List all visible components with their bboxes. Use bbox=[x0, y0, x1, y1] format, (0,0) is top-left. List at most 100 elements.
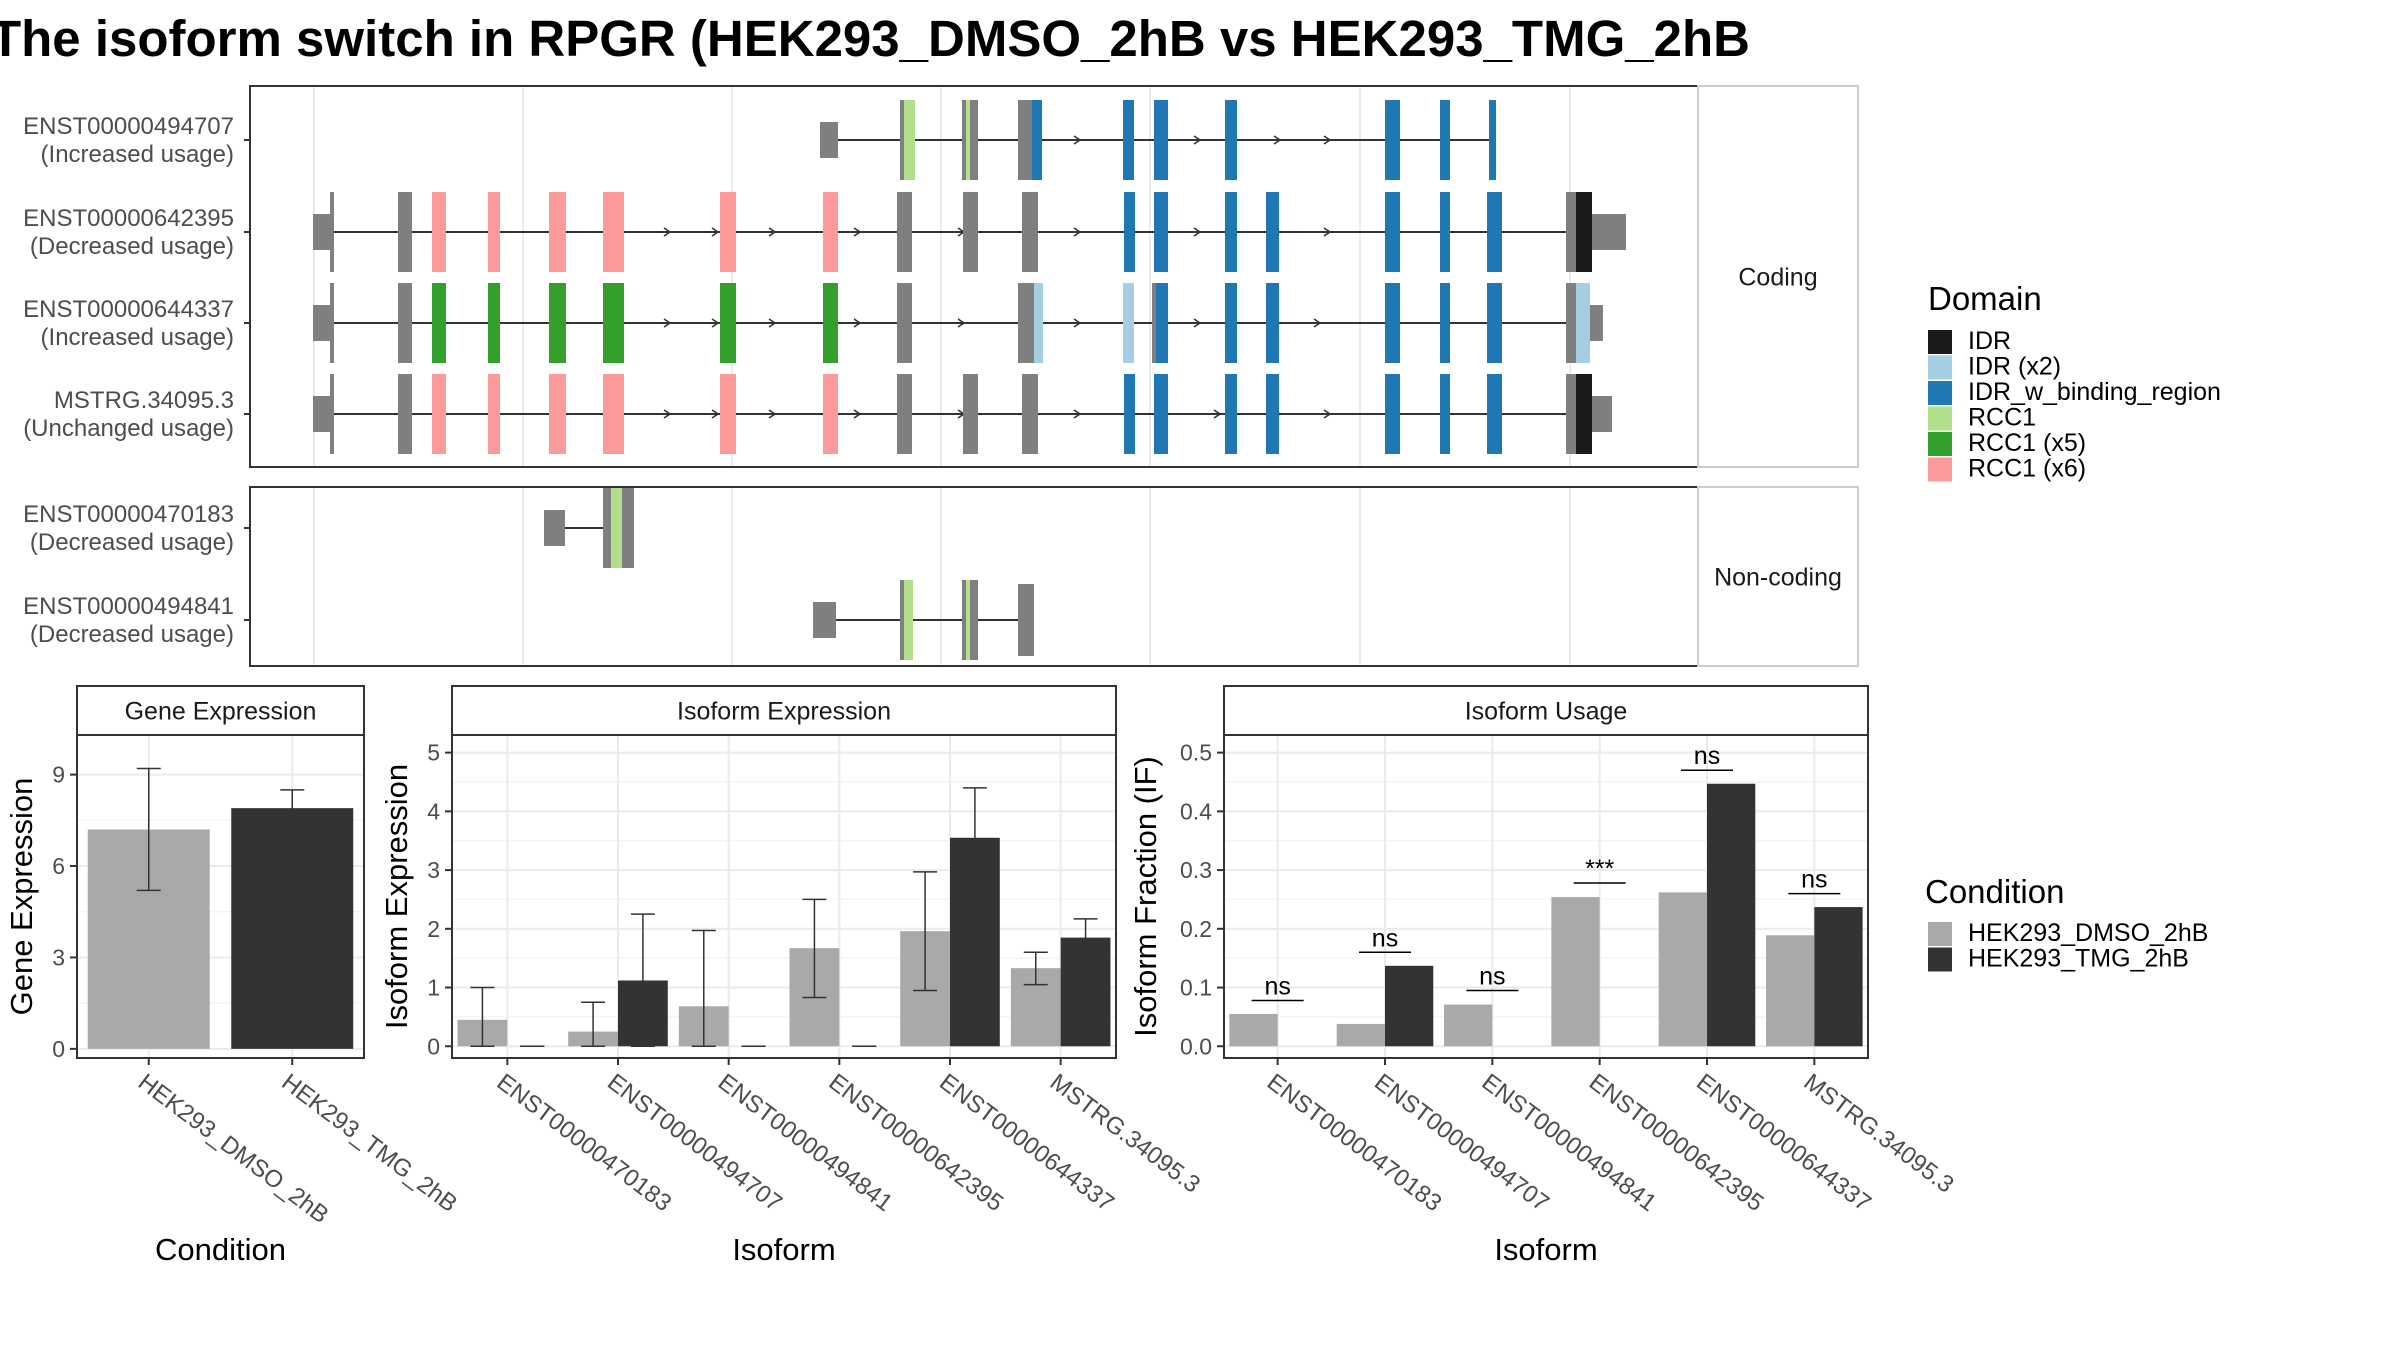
exon-block bbox=[963, 192, 978, 272]
x-axis-title: Isoform bbox=[1494, 1232, 1597, 1267]
exon-block bbox=[962, 100, 966, 180]
exon-block bbox=[544, 510, 565, 546]
strand-arrow bbox=[663, 227, 672, 237]
isoform-name-label: ENST00000470183 bbox=[23, 501, 234, 528]
exon-block bbox=[330, 374, 334, 454]
facet-label: Coding bbox=[1738, 264, 1817, 292]
y-tick-label: 4 bbox=[427, 798, 440, 824]
exon-block bbox=[1566, 374, 1576, 454]
bar bbox=[1814, 907, 1863, 1047]
exon-block bbox=[432, 192, 446, 272]
isoform-usage-label: (Decreased usage) bbox=[30, 621, 234, 648]
exon-block bbox=[398, 283, 412, 363]
legend-key bbox=[1928, 355, 1952, 380]
legend-key bbox=[1928, 922, 1952, 946]
exon-block bbox=[962, 580, 966, 660]
exon-block bbox=[1592, 214, 1626, 250]
exon-block bbox=[1156, 283, 1168, 363]
isoform-name-label: MSTRG.34095.3 bbox=[54, 387, 234, 414]
chart-title-strip bbox=[76, 685, 365, 736]
significance-label: ns bbox=[1694, 742, 1720, 770]
y-axis-title: Gene Expression bbox=[4, 778, 39, 1016]
x-tick-label: ENST00000494707 bbox=[1369, 1069, 1554, 1217]
exon-block bbox=[1034, 283, 1043, 363]
y-tick-label: 5 bbox=[427, 740, 440, 766]
exon-block bbox=[1576, 374, 1592, 454]
exon-block bbox=[549, 192, 566, 272]
exon-block bbox=[1487, 283, 1502, 363]
exon-block bbox=[720, 374, 736, 454]
legend-label: IDR bbox=[1968, 327, 2011, 355]
legend-key bbox=[1928, 432, 1952, 456]
isoform-usage-label: (Decreased usage) bbox=[30, 233, 234, 260]
x-tick-label: ENST00000642395 bbox=[1584, 1069, 1769, 1217]
isoform-expression-chart: Isoform Expression012345ENST00000470183E… bbox=[379, 685, 1205, 1267]
exon-block bbox=[549, 283, 566, 363]
exon-block bbox=[1440, 283, 1450, 363]
strand-arrow bbox=[1323, 409, 1332, 419]
exon-block bbox=[1022, 192, 1038, 272]
legend-label: IDR_w_binding_region bbox=[1968, 378, 2221, 406]
exon-block bbox=[1440, 100, 1450, 180]
exon-block bbox=[820, 122, 838, 158]
exon-block bbox=[904, 100, 915, 180]
isoform-usage-label: (Unchanged usage) bbox=[23, 415, 234, 442]
domain-legend-title: Domain bbox=[1928, 280, 2042, 317]
y-axis-title: Isoform Expression bbox=[379, 764, 414, 1029]
strand-arrow bbox=[1073, 409, 1082, 419]
exon-block bbox=[1022, 374, 1038, 454]
strand-arrow bbox=[768, 409, 777, 419]
strand-arrow bbox=[711, 318, 720, 328]
y-tick-label: 0.5 bbox=[1180, 740, 1212, 766]
bar bbox=[1658, 892, 1707, 1047]
exon-block bbox=[1385, 374, 1400, 454]
exon-block bbox=[330, 283, 334, 363]
isoform-name-label: ENST00000494707 bbox=[23, 113, 234, 140]
y-tick-label: 0 bbox=[52, 1036, 65, 1062]
y-axis-title: Isoform Fraction (IF) bbox=[1128, 756, 1163, 1037]
exon-block bbox=[398, 374, 412, 454]
exon-block bbox=[1225, 192, 1237, 272]
facet-strip bbox=[1697, 486, 1859, 667]
exon-block bbox=[1123, 100, 1134, 180]
exon-block bbox=[823, 283, 838, 363]
exon-block bbox=[1018, 283, 1034, 363]
exon-block bbox=[603, 283, 624, 363]
chart-title: Gene Expression bbox=[125, 698, 317, 726]
exon-block bbox=[1032, 100, 1042, 180]
chart-title-strip bbox=[1223, 685, 1869, 736]
exon-block bbox=[432, 374, 446, 454]
exon-block bbox=[1592, 396, 1612, 432]
strand-arrow bbox=[853, 318, 862, 328]
exon-block bbox=[313, 396, 333, 432]
strand-arrow bbox=[663, 409, 672, 419]
facet-label: Non-coding bbox=[1714, 564, 1842, 592]
exon-block bbox=[1123, 283, 1134, 363]
condition-legend-title: Condition bbox=[1925, 873, 2064, 910]
exon-block bbox=[1154, 374, 1168, 454]
bar bbox=[231, 808, 354, 1049]
exon-block bbox=[1440, 374, 1450, 454]
y-tick-label: 0.0 bbox=[1180, 1033, 1212, 1059]
isoform-name-label: ENST00000642395 bbox=[23, 205, 234, 232]
exon-block bbox=[1266, 283, 1279, 363]
exon-block bbox=[720, 283, 736, 363]
bar bbox=[1229, 1013, 1278, 1047]
plot-border bbox=[76, 734, 365, 1059]
strand-arrow bbox=[1273, 135, 1282, 145]
exon-block bbox=[1440, 192, 1450, 272]
strand-arrow bbox=[1323, 135, 1332, 145]
exon-block bbox=[970, 580, 978, 660]
strand-arrow bbox=[1323, 227, 1332, 237]
exon-block bbox=[900, 100, 904, 180]
legend-key bbox=[1928, 457, 1952, 482]
plot-border bbox=[451, 734, 1117, 1059]
isoform-usage-label: (Decreased usage) bbox=[30, 529, 234, 556]
significance-label: ns bbox=[1801, 866, 1827, 894]
exon-block bbox=[488, 374, 500, 454]
exon-block bbox=[1385, 192, 1400, 272]
y-tick-label: 0.3 bbox=[1180, 857, 1212, 883]
exon-block bbox=[1154, 100, 1168, 180]
exon-block bbox=[1566, 192, 1576, 272]
